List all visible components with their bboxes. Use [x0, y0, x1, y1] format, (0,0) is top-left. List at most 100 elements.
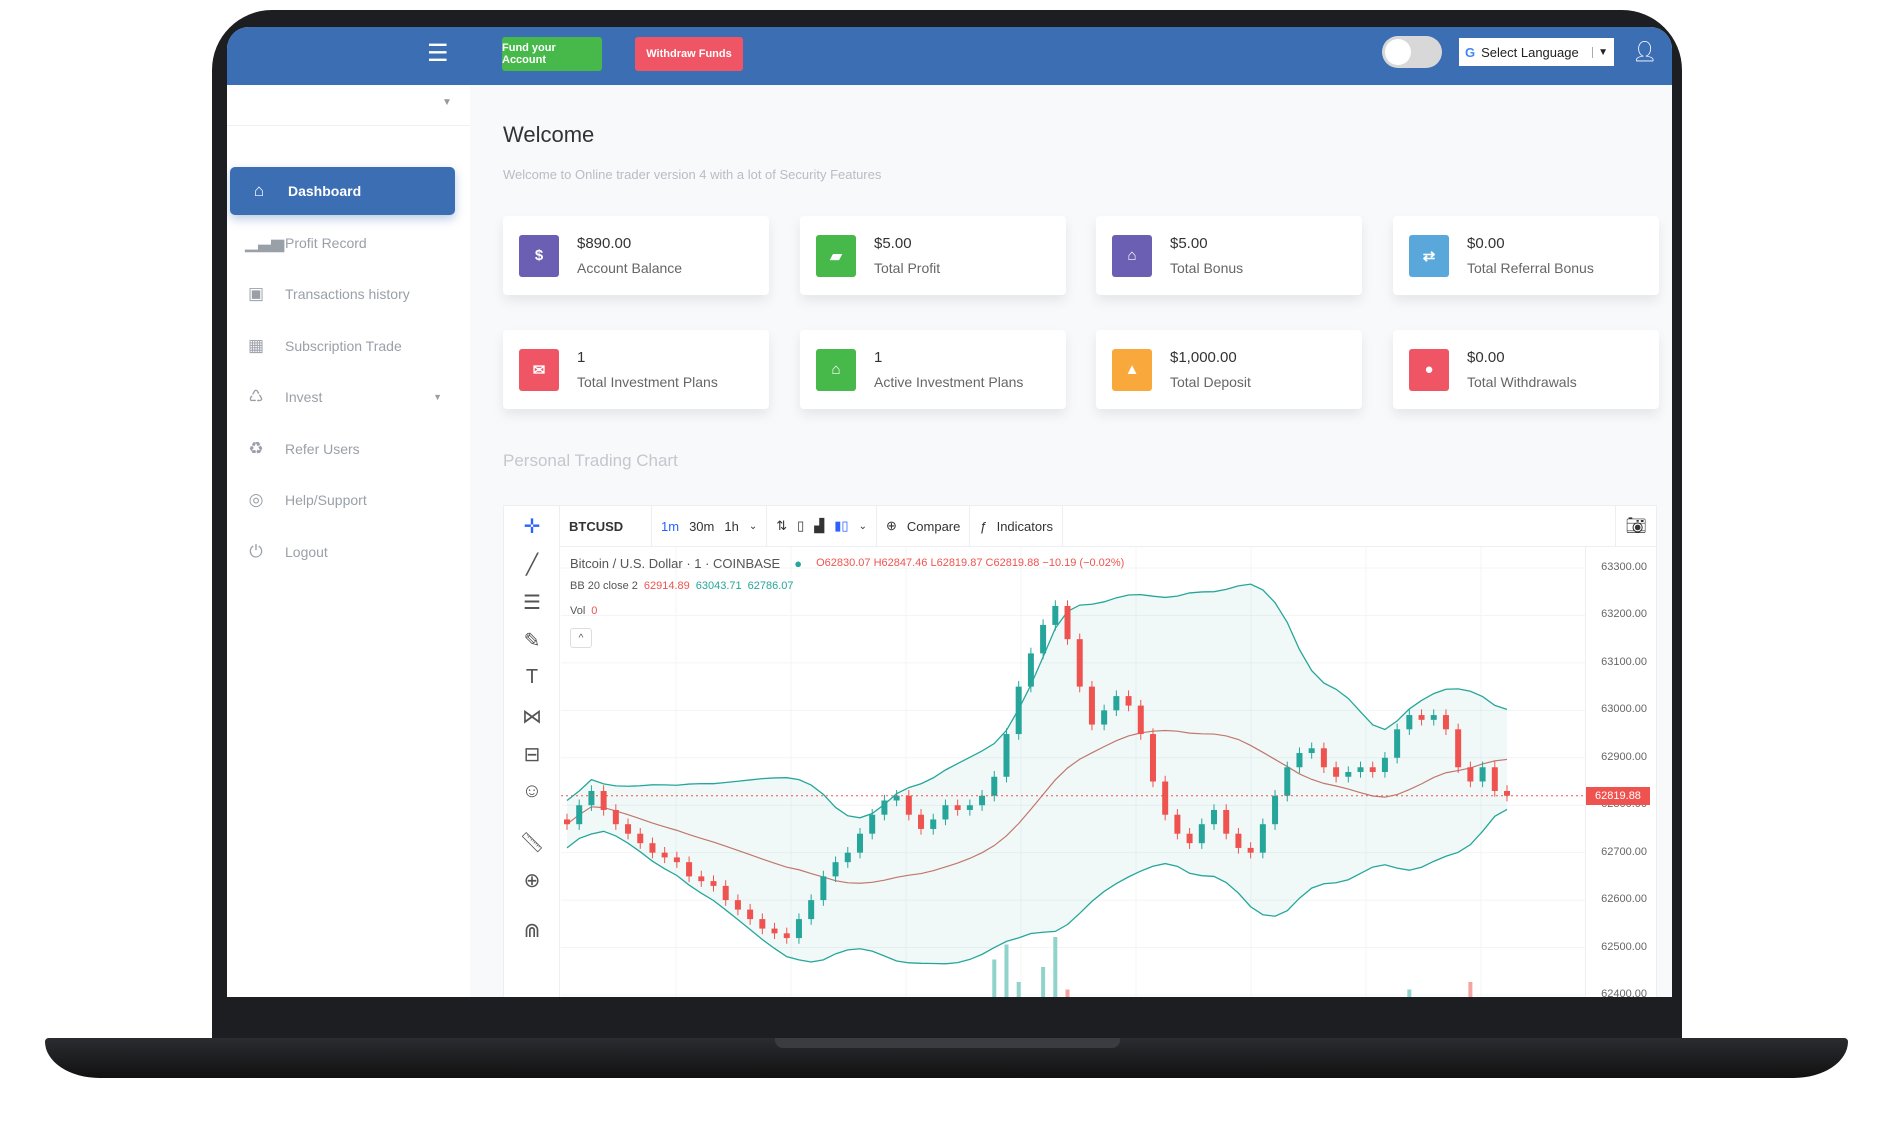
camera-icon[interactable]: 📷︎: [1615, 505, 1656, 547]
laptop-notch: [775, 1038, 1120, 1048]
candle: [759, 919, 766, 929]
bb-basis-value: 62914.89: [643, 580, 690, 592]
market-status-icon: ●: [794, 556, 803, 571]
bicycle-icon: ♺: [248, 387, 264, 406]
indicators-button[interactable]: ƒ Indicators: [970, 505, 1063, 547]
top-header: ☰ Fund your Account Withdraw Funds G Sel…: [227, 27, 1672, 85]
ohlc-values: O62830.07 H62847.46 L62819.87 C62819.88 …: [816, 557, 1125, 569]
stat-value: 1: [874, 349, 883, 366]
candle: [1284, 767, 1291, 796]
chart-type-dropdown-icon[interactable]: ⌄: [858, 520, 867, 532]
language-select[interactable]: G Select Language ▼: [1459, 38, 1614, 66]
sidebar-item-subscription-trade[interactable]: ▦ Subscription Trade: [227, 322, 470, 370]
text-icon[interactable]: T: [525, 666, 539, 688]
candle: [1076, 639, 1083, 687]
sidebar-item-transactions-history[interactable]: ▣ Transactions history: [227, 270, 470, 318]
stat-value: $0.00: [1467, 349, 1505, 366]
candle: [1198, 824, 1205, 844]
crosshair-icon[interactable]: ✛: [523, 516, 541, 538]
compare-button[interactable]: ⊕ Compare: [877, 505, 971, 547]
hamburger-icon[interactable]: ☰: [427, 40, 449, 67]
candle: [1394, 729, 1401, 758]
pattern-icon[interactable]: ⋈: [522, 706, 542, 728]
candle: [637, 833, 644, 844]
emoji-icon[interactable]: ☺: [521, 780, 543, 802]
candle: [1308, 748, 1315, 754]
stat-value: $1,000.00: [1170, 349, 1237, 366]
candle: [625, 824, 632, 834]
chevron-down-icon: ▼: [433, 392, 442, 402]
candle: [612, 809, 619, 825]
bb-fill: [567, 584, 1507, 964]
candle: [783, 933, 790, 939]
withdraw-funds-button[interactable]: Withdraw Funds: [635, 37, 743, 71]
volume-bar: [1016, 982, 1021, 997]
candle: [1247, 847, 1254, 853]
stat-card: ▰ $5.00 Total Profit: [800, 216, 1066, 295]
stat-icon: ●: [1409, 348, 1449, 391]
sidebar-item-label: Logout: [285, 543, 328, 560]
candle: [905, 795, 912, 815]
sidebar-item-profit-record[interactable]: ▁▃▅ Profit Record: [227, 219, 470, 267]
candle: [1052, 605, 1059, 625]
collapse-legend-button[interactable]: ^: [570, 628, 592, 648]
fib-icon[interactable]: ☰: [523, 592, 541, 614]
hollow-candles-icon[interactable]: ▮▯: [834, 518, 849, 533]
candle: [966, 805, 973, 810]
sidebar-item-label: Invest: [285, 389, 323, 405]
ruler-icon[interactable]: 📏︎: [519, 832, 545, 854]
candle: [808, 900, 815, 920]
candle: [954, 805, 961, 810]
sidebar-item-dashboard[interactable]: ⌂ Dashboard: [230, 167, 455, 215]
candle: [844, 852, 851, 863]
fund-account-button[interactable]: Fund your Account: [502, 37, 602, 71]
theme-toggle[interactable]: [1382, 36, 1442, 68]
sidebar-item-help-support[interactable]: ◎ Help/Support: [227, 476, 470, 524]
trading-chart-widget[interactable]: ✛ ╱ ☰ ✎ T ⋈ ⊟ ☺ 📏︎ ⊕ ⋒ BTCUSD 1m 30m 1h ⌄ ⇅ ▯ ▟ ▮▯…: [503, 505, 1657, 997]
stat-icon: ⇄: [1409, 234, 1449, 277]
candles-icon[interactable]: ▯: [797, 518, 805, 533]
sidebar-item-logout[interactable]: ⏻ Logout: [227, 528, 470, 576]
trendline-icon[interactable]: ╱: [525, 554, 539, 576]
vol-label: Vol: [570, 605, 586, 617]
plus-circle-icon: ⊕: [885, 518, 897, 533]
magnet-icon[interactable]: ⋒: [523, 920, 541, 942]
price-axis[interactable]: 63300.00 63200.00 63100.00 63000.00 62900.00…: [1585, 547, 1657, 997]
volume-bar: [1065, 989, 1070, 997]
stat-icon: ⌂: [1112, 234, 1152, 277]
candle: [649, 843, 656, 853]
candle: [1369, 767, 1376, 773]
sidebar-item-refer-users[interactable]: ♻ Refer Users: [227, 425, 470, 473]
sidebar-item-label: Subscription Trade: [285, 337, 402, 354]
profile-dropdown-icon[interactable]: ▼: [442, 97, 452, 108]
price-tick: 63300.00: [1601, 561, 1647, 573]
sidebar-item-label: Dashboard: [288, 183, 362, 199]
brush-icon[interactable]: ✎: [523, 630, 541, 652]
stat-card: ● $0.00 Total Withdrawals: [1393, 330, 1659, 409]
prediction-icon[interactable]: ⊟: [523, 744, 541, 766]
price-plot[interactable]: [561, 547, 1585, 997]
stat-label: Active Investment Plans: [874, 374, 1024, 390]
interval-1h[interactable]: 1h: [724, 518, 739, 534]
bars-icon[interactable]: ⇅: [776, 518, 788, 533]
sidebar-item-invest[interactable]: ♺ Invest ▼: [227, 373, 470, 421]
user-icon[interactable]: 👤︎: [1632, 41, 1658, 63]
candle: [1504, 790, 1510, 796]
signal-bars-icon: ▁▃▅: [245, 232, 285, 252]
interval-30m[interactable]: 30m: [689, 518, 715, 534]
stat-label: Account Balance: [577, 260, 683, 276]
candle: [673, 857, 680, 863]
stat-value: $5.00: [874, 235, 912, 252]
price-tick: 62600.00: [1601, 893, 1647, 906]
price-tick: 63200.00: [1601, 608, 1647, 621]
volume-bar: [1407, 989, 1412, 997]
interval-1m[interactable]: 1m: [661, 518, 680, 534]
symbol-search[interactable]: BTCUSD: [560, 505, 652, 547]
stat-label: Total Bonus: [1170, 260, 1244, 276]
interval-dropdown-icon[interactable]: ⌄: [748, 520, 758, 532]
area-icon[interactable]: ▟: [814, 518, 825, 533]
stat-label: Total Referral Bonus: [1467, 260, 1594, 276]
candle: [600, 790, 607, 810]
candle: [1113, 696, 1120, 711]
zoom-in-icon[interactable]: ⊕: [523, 870, 541, 892]
